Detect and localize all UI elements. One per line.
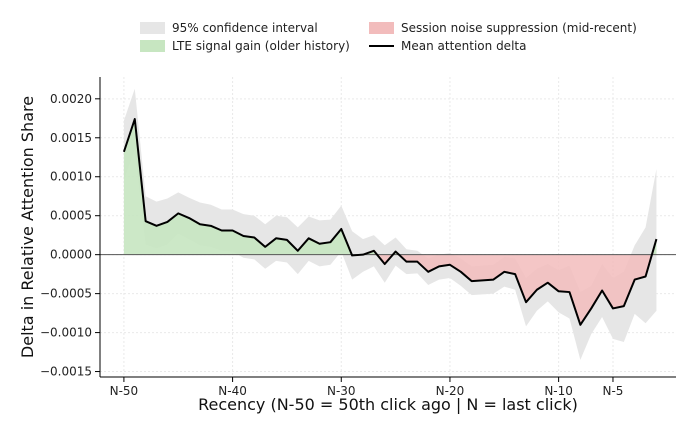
x-tick-label-5: N-5 [602,384,623,398]
suppression-area [123,254,657,325]
legend-label-ci: 95% confidence interval [172,21,318,35]
y-tick-label-4: 0.0000 [50,248,92,262]
legend-swatch-ci [140,22,165,34]
y-tick-label-6: −0.0010 [40,326,92,340]
y-tick-label-5: −0.0005 [40,287,92,301]
y-tick-label-1: 0.0015 [50,131,92,145]
legend-swatch-gain [140,40,165,52]
x-ticks: N-50 N-40 N-30 N-20 N-10 N-5 [110,377,623,398]
y-ticks: 0.0020 0.0015 0.0010 0.0005 0.0000 −0.0005 −0.… [40,92,100,379]
x-tick-label-3: N-20 [436,384,465,398]
legend-label-suppression: Session noise suppression (mid-recent) [401,21,637,35]
x-tick-label-0: N-50 [110,384,139,398]
legend-swatch-suppression [369,22,394,34]
y-tick-label-3: 0.0005 [50,209,92,223]
y-tick-label-2: 0.0010 [50,170,92,184]
legend-label-gain: LTE signal gain (older history) [172,39,350,53]
y-tick-label-7: −0.0015 [40,365,92,379]
mean-line-layer [122,118,658,326]
legend-label-mean: Mean attention delta [401,39,526,53]
mean-attention-line [122,118,658,326]
x-tick-label-2: N-30 [327,384,356,398]
axes [99,77,676,378]
gain-suppression-layer [123,119,657,325]
x-tick-label-1: N-40 [218,384,247,398]
y-tick-label-0: 0.0020 [50,92,92,106]
gain-area [123,119,657,255]
legend: 95% confidence interval Session noise su… [140,21,637,53]
y-axis-label: Delta in Relative Attention Share [18,96,37,358]
x-tick-label-4: N-10 [544,384,573,398]
x-axis-label: Recency (N-50 = 50th click ago | N = las… [198,395,578,414]
